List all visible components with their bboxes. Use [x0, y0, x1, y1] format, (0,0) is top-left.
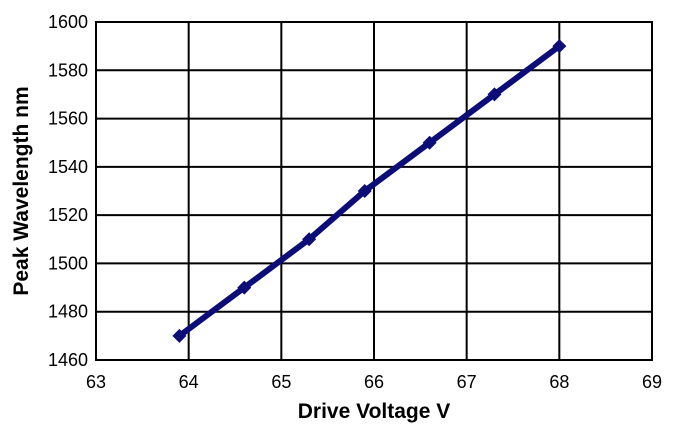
x-tick-label: 63	[86, 372, 106, 392]
data-point	[237, 280, 252, 295]
data-point	[487, 87, 502, 102]
y-tick-label: 1500	[48, 253, 88, 273]
y-tick-label: 1580	[48, 60, 88, 80]
x-tick-label: 64	[179, 372, 199, 392]
y-axis-title: Peak Wavelength nm	[10, 86, 33, 295]
data-point	[422, 135, 437, 150]
x-tick-label: 69	[642, 372, 662, 392]
data-point	[357, 184, 372, 198]
y-tick-label: 1540	[48, 157, 88, 177]
data-point	[552, 39, 567, 54]
x-tick-label: 67	[457, 372, 477, 392]
x-tick-label: 65	[271, 372, 291, 392]
data-point	[172, 328, 187, 343]
y-tick-label: 1480	[48, 302, 88, 322]
data-point	[302, 232, 317, 247]
y-tick-label: 1560	[48, 109, 88, 129]
y-tick-label: 1460	[48, 350, 88, 370]
y-tick-label: 1600	[48, 12, 88, 32]
x-tick-label: 66	[364, 372, 384, 392]
x-tick-label: 68	[549, 372, 569, 392]
x-axis-title: Drive Voltage V	[298, 400, 451, 423]
y-tick-label: 1520	[48, 205, 88, 225]
